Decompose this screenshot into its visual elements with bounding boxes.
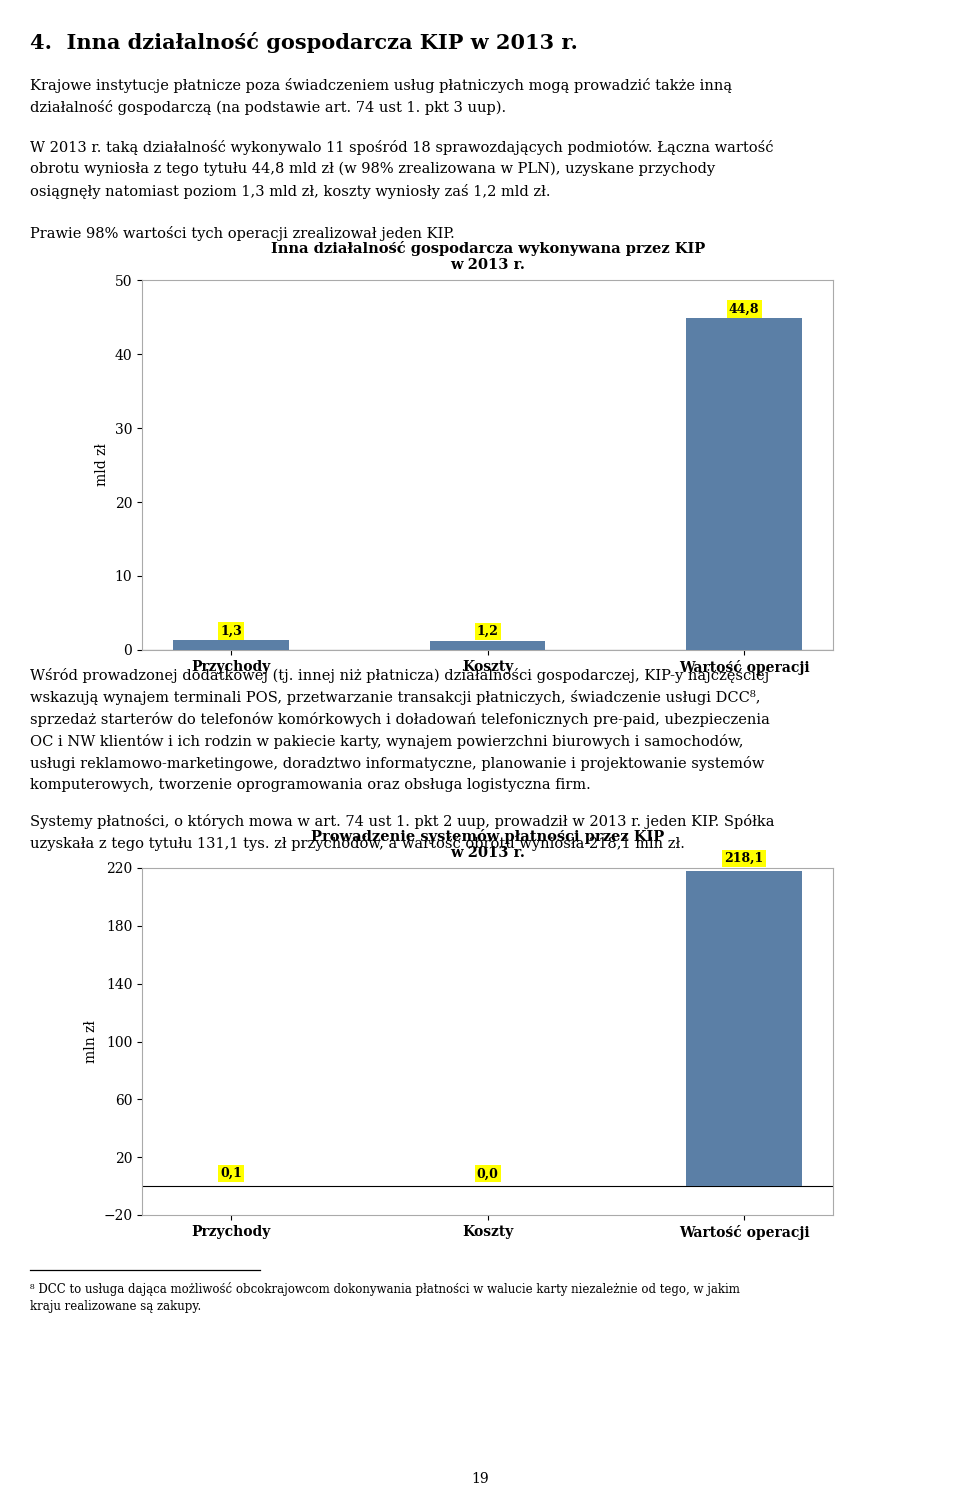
Bar: [686, 871, 802, 1186]
Bar: [430, 641, 545, 650]
Text: osiągnęły natomiast poziom 1,3 mld zł, koszty wyniosły zaś 1,2 mld zł.: osiągnęły natomiast poziom 1,3 mld zł, k…: [30, 184, 550, 199]
Text: 19: 19: [471, 1471, 489, 1486]
Title: Prowadzenie systemów płatności przez KIP
w 2013 r.: Prowadzenie systemów płatności przez KIP…: [311, 828, 664, 860]
Title: Inna działalność gospodarcza wykonywana przez KIP
w 2013 r.: Inna działalność gospodarcza wykonywana …: [271, 241, 705, 272]
Text: 1,3: 1,3: [221, 625, 242, 637]
Text: Systemy płatności, o których mowa w art. 74 ust 1. pkt 2 uup, prowadził w 2013 r: Systemy płatności, o których mowa w art.…: [30, 813, 775, 828]
Y-axis label: mld zł: mld zł: [95, 444, 109, 486]
Text: 0,0: 0,0: [477, 1168, 498, 1180]
Bar: [686, 318, 802, 650]
Text: kraju realizowane są zakupy.: kraju realizowane są zakupy.: [30, 1299, 202, 1313]
Text: sprzedaż starterów do telefonów komórkowych i doładowań telefonicznych pre-paid,: sprzedaż starterów do telefonów komórkow…: [30, 712, 770, 727]
Text: ⁸ DCC to usługa dająca możliwość obcokrajowcom dokonywania płatności w walucie k: ⁸ DCC to usługa dająca możliwość obcokra…: [30, 1283, 740, 1296]
Text: usługi reklamowo-marketingowe, doradztwo informatyczne, planowanie i projektowan: usługi reklamowo-marketingowe, doradztwo…: [30, 756, 764, 771]
Text: Wśród prowadzonej dodatkowej (tj. innej niż płatnicza) działalności gospodarczej: Wśród prowadzonej dodatkowej (tj. innej …: [30, 668, 769, 684]
Text: 1,2: 1,2: [477, 625, 498, 638]
Text: wskazują wynajem terminali POS, przetwarzanie transakcji płatniczych, świadczeni: wskazują wynajem terminali POS, przetwar…: [30, 690, 760, 705]
Text: uzyskała z tego tytułu 131,1 tys. zł przychodów, a wartość obrotu wyniosła 218,1: uzyskała z tego tytułu 131,1 tys. zł prz…: [30, 836, 684, 851]
Text: Prawie 98% wartości tych operacji zrealizował jeden KIP.: Prawie 98% wartości tych operacji zreali…: [30, 226, 455, 241]
Text: komputerowych, tworzenie oprogramowania oraz obsługa logistyczna firm.: komputerowych, tworzenie oprogramowania …: [30, 779, 590, 792]
Text: Krajowe instytucje płatnicze poza świadczeniem usług płatniczych mogą prowadzić : Krajowe instytucje płatnicze poza świadc…: [30, 78, 732, 94]
Y-axis label: mln zł: mln zł: [84, 1020, 98, 1062]
Text: 44,8: 44,8: [729, 302, 759, 315]
Text: obrotu wyniosła z tego tytułu 44,8 mld zł (w 98% zrealizowana w PLN), uzyskane p: obrotu wyniosła z tego tytułu 44,8 mld z…: [30, 161, 715, 177]
Text: 218,1: 218,1: [725, 853, 764, 865]
Text: W 2013 r. taką działalność wykonywalo 11 spośród 18 sprawozdających podmiotów. Ł: W 2013 r. taką działalność wykonywalo 11…: [30, 140, 774, 155]
Text: 4.  Inna działalność gospodarcza KIP w 2013 r.: 4. Inna działalność gospodarcza KIP w 20…: [30, 32, 578, 53]
Text: OC i NW klientów i ich rodzin w pakiecie karty, wynajem powierzchni biurowych i : OC i NW klientów i ich rodzin w pakiecie…: [30, 733, 743, 748]
Text: działalność gospodarczą (na podstawie art. 74 ust 1. pkt 3 uup).: działalność gospodarczą (na podstawie ar…: [30, 100, 506, 115]
Bar: [174, 640, 289, 650]
Text: 0,1: 0,1: [220, 1166, 242, 1180]
